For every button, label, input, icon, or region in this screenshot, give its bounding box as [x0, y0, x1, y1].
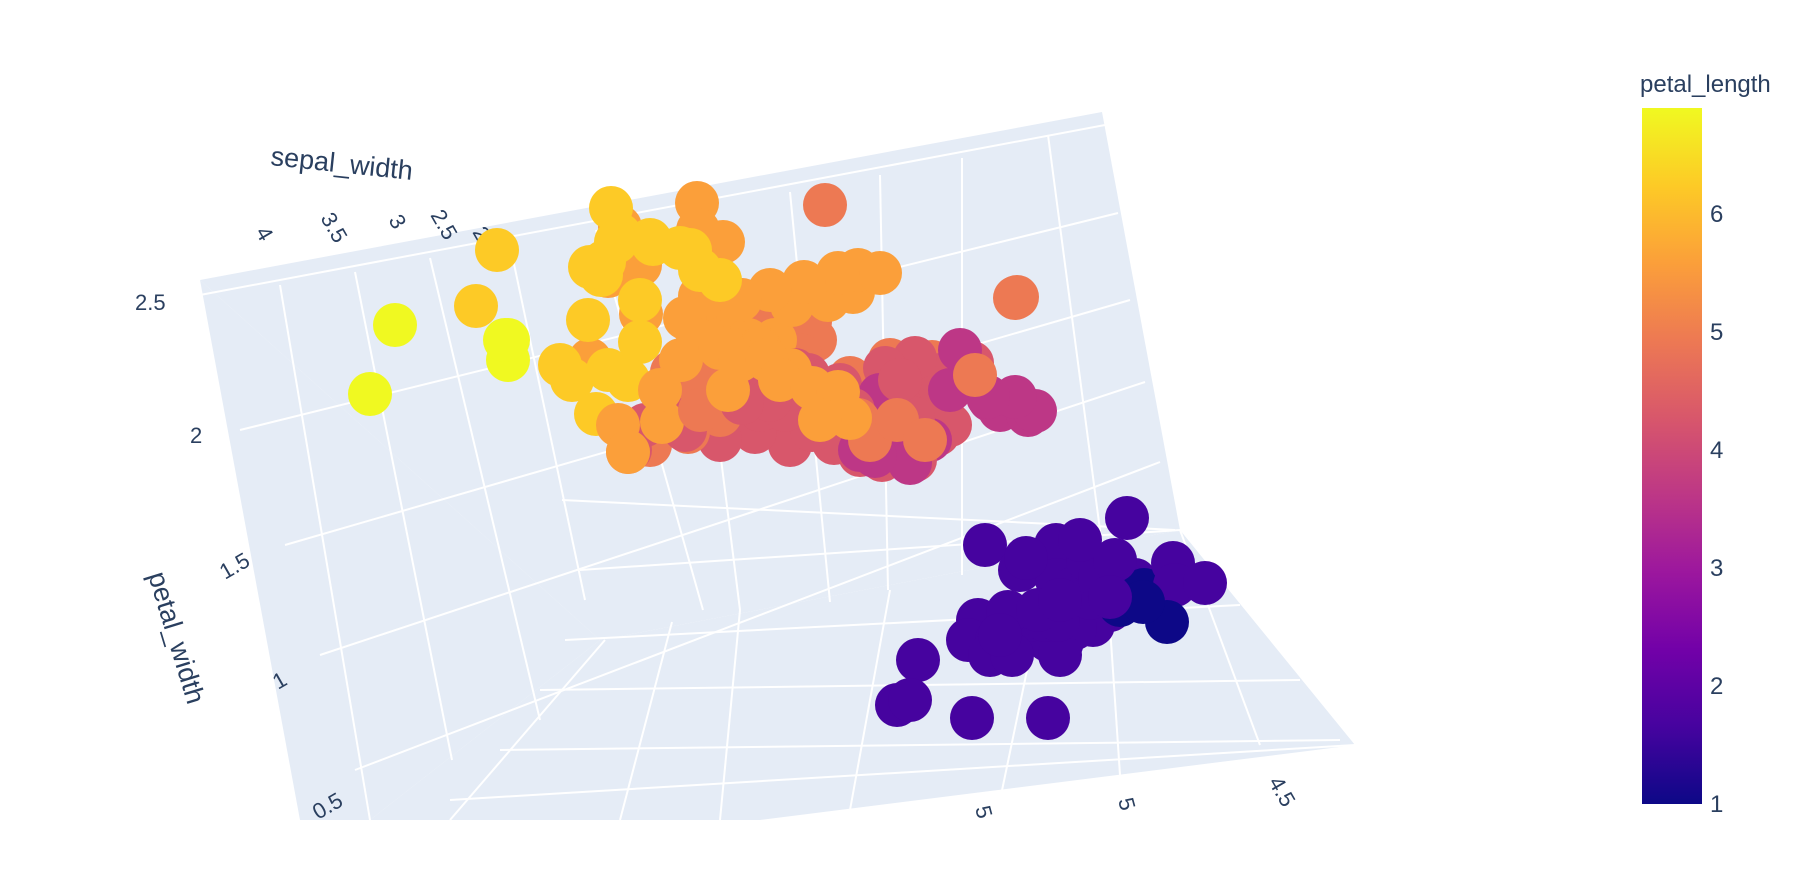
data-point-114[interactable] [348, 372, 392, 416]
data-point-215[interactable] [1121, 580, 1165, 624]
scene-panes [200, 112, 1355, 820]
data-point-139[interactable] [816, 251, 860, 295]
colorbar-tick-1: 1 [1710, 791, 1723, 818]
tick-petal-width-0: 2.5 [135, 290, 166, 315]
data-point-130[interactable] [640, 400, 684, 444]
data-point-183[interactable] [1105, 496, 1149, 540]
data-point-120[interactable] [550, 358, 594, 402]
tick-petal-width-1: 2 [190, 423, 202, 448]
tick-third-1: 5 [1113, 795, 1140, 813]
data-point-129[interactable] [606, 430, 650, 474]
data-point-118[interactable] [483, 318, 527, 362]
data-point-212[interactable] [1026, 696, 1070, 740]
colorbar-tick-3: 3 [1710, 555, 1723, 582]
tick-sepal-width-2: 3 [384, 210, 412, 233]
data-point-126[interactable] [618, 320, 662, 364]
colorbar-tick-6: 6 [1710, 201, 1723, 228]
colorbar-tick-5: 5 [1710, 319, 1723, 346]
data-point-138[interactable] [858, 251, 902, 295]
data-point-97[interactable] [878, 358, 922, 402]
data-point-211[interactable] [950, 696, 994, 740]
tick-third-2: 4.5 [1264, 772, 1301, 811]
data-point-112[interactable] [475, 228, 519, 272]
data-point-173[interactable] [798, 398, 842, 442]
colorbar: petal_length 6 5 4 3 2 1 [1640, 71, 1771, 818]
data-point-171[interactable] [903, 418, 947, 462]
data-point-222[interactable] [1004, 536, 1048, 580]
tick-sepal-width-1: 3.5 [316, 208, 353, 247]
data-point-174[interactable] [953, 353, 997, 397]
data-point-208[interactable] [896, 638, 940, 682]
data-point-113[interactable] [373, 303, 417, 347]
colorbar-tick-2: 2 [1710, 673, 1723, 700]
data-point-220[interactable] [1093, 538, 1137, 582]
data-point-217[interactable] [978, 613, 1022, 657]
data-point-140[interactable] [782, 260, 826, 304]
data-point-204[interactable] [1038, 633, 1082, 677]
data-point-175[interactable] [995, 275, 1039, 319]
data-point-125[interactable] [618, 278, 662, 322]
tick-petal-width-2: 1.5 [215, 547, 254, 584]
axis-title-petal-width: petal_width [142, 568, 211, 707]
data-point-115[interactable] [454, 284, 498, 328]
data-point-210[interactable] [888, 678, 932, 722]
tick-third-0: 5 [970, 803, 997, 821]
data-point-218[interactable] [1038, 578, 1082, 622]
data-point-123[interactable] [566, 298, 610, 342]
colorbar-title: petal_length [1640, 71, 1771, 98]
axis-title-sepal-width: sepal_width [269, 141, 414, 186]
data-point-188[interactable] [1183, 561, 1227, 605]
data-point-145[interactable] [638, 368, 682, 412]
data-point-223[interactable] [1088, 575, 1132, 619]
axis-sepal-width: sepal_width 4 3.5 3 2.5 2 [251, 141, 496, 247]
data-point-156[interactable] [594, 220, 638, 264]
data-point-0[interactable] [803, 183, 847, 227]
colorbar-tick-4: 4 [1710, 437, 1723, 464]
data-point-177[interactable] [963, 523, 1007, 567]
data-point-221[interactable] [1058, 518, 1102, 562]
data-point-154[interactable] [589, 186, 633, 230]
tick-sepal-width-0: 4 [251, 222, 279, 245]
data-points [348, 181, 1227, 740]
data-point-157[interactable] [631, 222, 675, 266]
colorbar-gradient [1642, 108, 1702, 804]
